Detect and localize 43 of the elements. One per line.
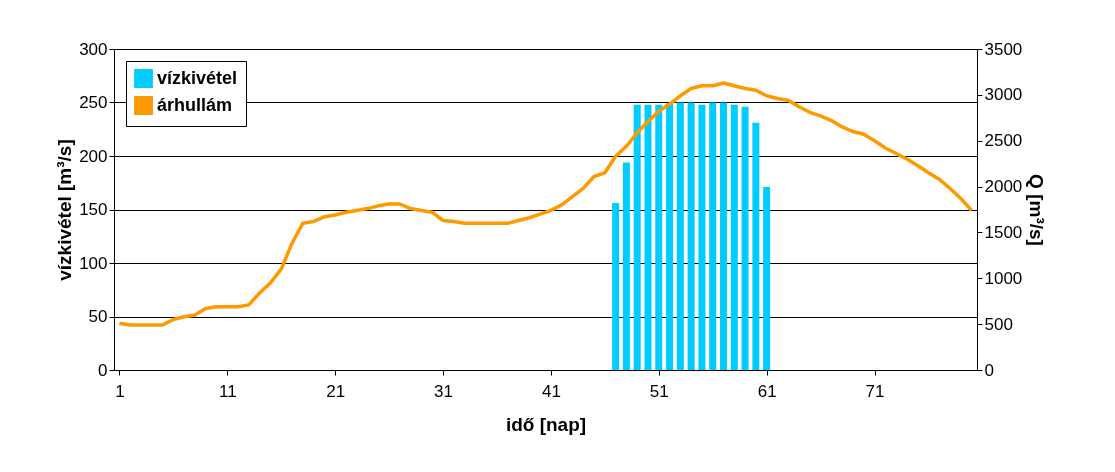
bar [698,104,706,370]
legend-label: vízkivétel [157,67,238,88]
y-tick-label: 250 [79,93,108,112]
x-tick-label: 11 [218,381,237,401]
y-tick-label: 50 [88,307,108,326]
bar [655,104,663,370]
y-tick-label: 0 [98,360,108,380]
y-tick-label: 200 [79,146,108,166]
bar [612,203,620,370]
bar [644,104,652,370]
bar [687,102,695,370]
x-tick-label: 31 [434,381,453,401]
y-tick-label: 100 [79,253,108,273]
y2-tick-label: 0 [984,360,994,380]
y2-tick-label: 3000 [984,85,1023,105]
bar [622,162,630,370]
bar [676,102,684,370]
y-tick-label: 300 [79,39,108,59]
bar [719,102,727,370]
bar [709,102,717,370]
x-tick-label: 51 [649,381,669,401]
x-tick-label: 21 [326,381,346,401]
y2-tick-label: 2500 [984,131,1023,151]
y2-tick-label: 3500 [984,39,1023,59]
x-tick-label: 41 [541,381,561,401]
bar [763,187,771,370]
y2-tick-label: 1500 [984,222,1023,242]
y-tick-label: 150 [79,200,108,219]
x-tick-label: 1 [115,381,125,401]
y-axis-title: vízkivétel [m³/s] [54,139,76,281]
y2-axis-title: Q [m³/s] [1026,174,1048,246]
bar [633,104,641,370]
bar [730,104,738,370]
bar [741,106,749,370]
x-axis-title: idő [nap] [505,413,587,435]
bar [666,103,674,370]
x-tick-label: 71 [865,381,885,401]
y2-tick-label: 1000 [984,268,1023,288]
y2-tick-label: 2000 [984,177,1023,197]
legend-label: árhullám [157,94,233,115]
x-tick-label: 61 [757,381,777,401]
bar [752,122,760,370]
y2-tick-label: 500 [984,314,1013,334]
